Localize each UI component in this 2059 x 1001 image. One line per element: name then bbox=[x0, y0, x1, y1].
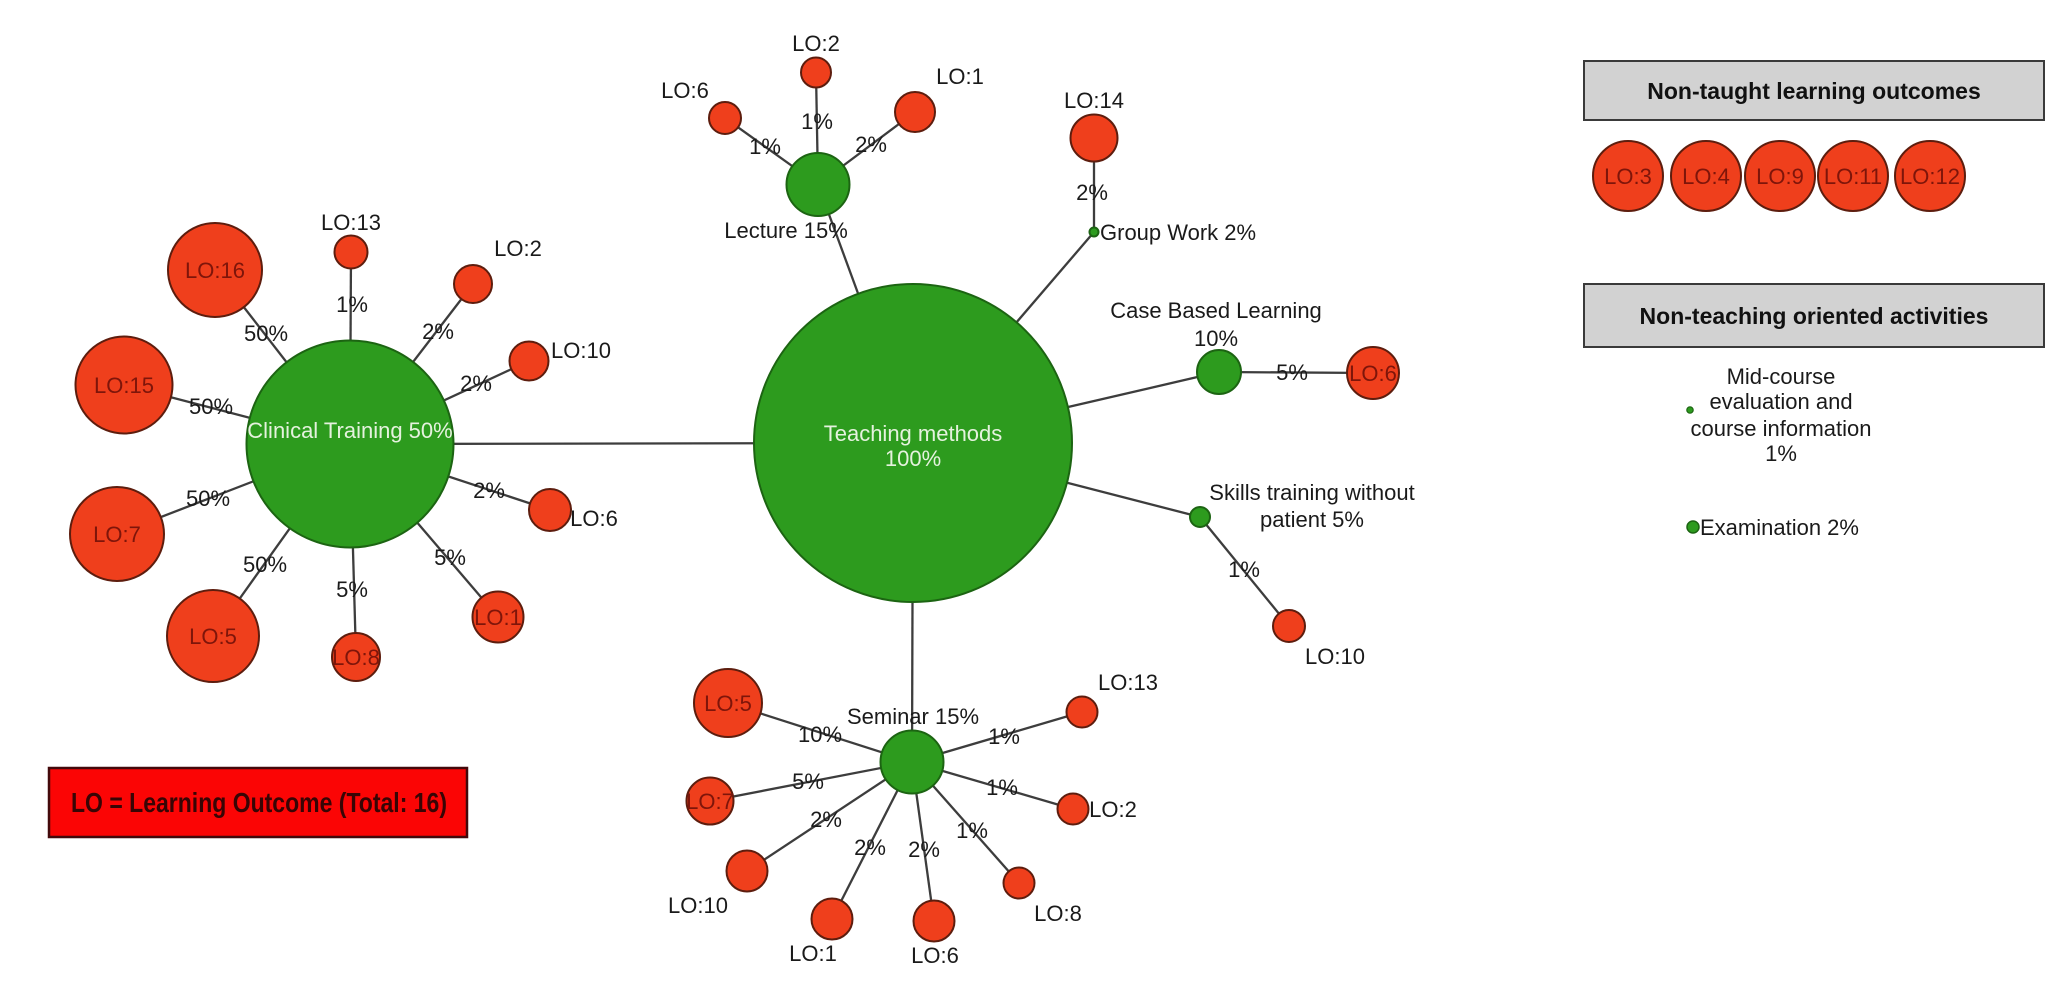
svg-text:10%: 10% bbox=[1194, 326, 1238, 351]
svg-text:1%: 1% bbox=[956, 818, 988, 843]
svg-text:2%: 2% bbox=[854, 835, 886, 860]
svg-text:50%: 50% bbox=[189, 394, 233, 419]
svg-text:1%: 1% bbox=[986, 775, 1018, 800]
svg-text:LO:1: LO:1 bbox=[936, 64, 984, 89]
svg-text:LO:8: LO:8 bbox=[332, 645, 380, 670]
svg-text:LO:5: LO:5 bbox=[704, 691, 752, 716]
svg-text:1%: 1% bbox=[749, 134, 781, 159]
svg-text:LO:11: LO:11 bbox=[1824, 164, 1882, 189]
svg-text:LO:2: LO:2 bbox=[792, 31, 840, 56]
svg-text:2%: 2% bbox=[422, 319, 454, 344]
svg-text:10%: 10% bbox=[798, 722, 842, 747]
svg-text:LO:1: LO:1 bbox=[789, 941, 837, 966]
svg-text:2%: 2% bbox=[1076, 180, 1108, 205]
svg-text:LO:2: LO:2 bbox=[1089, 797, 1137, 822]
svg-text:LO:14: LO:14 bbox=[1064, 88, 1124, 113]
svg-text:LO = Learning Outcome (Total:: LO = Learning Outcome (Total: 16) bbox=[71, 787, 447, 818]
svg-text:LO:13: LO:13 bbox=[321, 210, 381, 235]
svg-text:50%: 50% bbox=[186, 486, 230, 511]
svg-text:100%: 100% bbox=[885, 446, 941, 471]
svg-text:Seminar 15%: Seminar 15% bbox=[847, 704, 979, 729]
svg-text:LO:10: LO:10 bbox=[1305, 644, 1365, 669]
svg-text:50%: 50% bbox=[243, 552, 287, 577]
svg-text:LO:9: LO:9 bbox=[1756, 164, 1804, 189]
svg-text:LO:10: LO:10 bbox=[551, 338, 611, 363]
svg-text:Non-taught learning outcomes: Non-taught learning outcomes bbox=[1647, 78, 1981, 104]
svg-text:Non-teaching oriented activiti: Non-teaching oriented activities bbox=[1640, 303, 1989, 329]
svg-text:Skills training without: Skills training without bbox=[1209, 480, 1414, 505]
svg-text:LO:7: LO:7 bbox=[93, 522, 141, 547]
svg-text:LO:6: LO:6 bbox=[911, 943, 959, 968]
svg-text:LO:15: LO:15 bbox=[94, 373, 154, 398]
svg-text:1%: 1% bbox=[801, 109, 833, 134]
svg-text:LO:12: LO:12 bbox=[1900, 164, 1960, 189]
svg-text:5%: 5% bbox=[434, 545, 466, 570]
svg-text:LO:7: LO:7 bbox=[686, 789, 734, 814]
svg-text:LO:5: LO:5 bbox=[189, 624, 237, 649]
svg-text:Group Work 2%: Group Work 2% bbox=[1100, 220, 1256, 245]
svg-text:LO:16: LO:16 bbox=[185, 258, 245, 283]
svg-text:course information: course information bbox=[1691, 416, 1872, 441]
svg-text:5%: 5% bbox=[1276, 360, 1308, 385]
svg-text:LO:4: LO:4 bbox=[1682, 164, 1730, 189]
svg-text:LO:6: LO:6 bbox=[1349, 361, 1397, 386]
svg-text:Lecture 15%: Lecture 15% bbox=[724, 218, 848, 243]
svg-text:5%: 5% bbox=[336, 577, 368, 602]
svg-text:LO:1: LO:1 bbox=[474, 605, 522, 630]
svg-text:5%: 5% bbox=[792, 769, 824, 794]
svg-text:LO:6: LO:6 bbox=[570, 506, 618, 531]
svg-text:Teaching methods: Teaching methods bbox=[824, 421, 1003, 446]
svg-text:1%: 1% bbox=[1765, 441, 1797, 466]
svg-text:2%: 2% bbox=[473, 478, 505, 503]
svg-text:LO:10: LO:10 bbox=[668, 893, 728, 918]
svg-text:2%: 2% bbox=[810, 807, 842, 832]
svg-text:LO:3: LO:3 bbox=[1604, 164, 1652, 189]
svg-text:patient 5%: patient 5% bbox=[1260, 507, 1364, 532]
svg-text:LO:6: LO:6 bbox=[661, 78, 709, 103]
svg-text:2%: 2% bbox=[908, 837, 940, 862]
svg-text:1%: 1% bbox=[336, 292, 368, 317]
svg-text:2%: 2% bbox=[460, 371, 492, 396]
svg-text:Examination 2%: Examination 2% bbox=[1700, 515, 1859, 540]
svg-text:evaluation and: evaluation and bbox=[1709, 389, 1852, 414]
svg-text:LO:8: LO:8 bbox=[1034, 901, 1082, 926]
svg-text:2%: 2% bbox=[855, 132, 887, 157]
svg-text:LO:2: LO:2 bbox=[494, 236, 542, 261]
svg-text:50%: 50% bbox=[244, 321, 288, 346]
svg-text:Clinical Training 50%: Clinical Training 50% bbox=[247, 418, 452, 443]
svg-text:LO:13: LO:13 bbox=[1098, 670, 1158, 695]
svg-text:Case Based Learning: Case Based Learning bbox=[1110, 298, 1322, 323]
svg-text:1%: 1% bbox=[988, 724, 1020, 749]
svg-text:Mid-course: Mid-course bbox=[1727, 364, 1836, 389]
svg-text:1%: 1% bbox=[1228, 557, 1260, 582]
